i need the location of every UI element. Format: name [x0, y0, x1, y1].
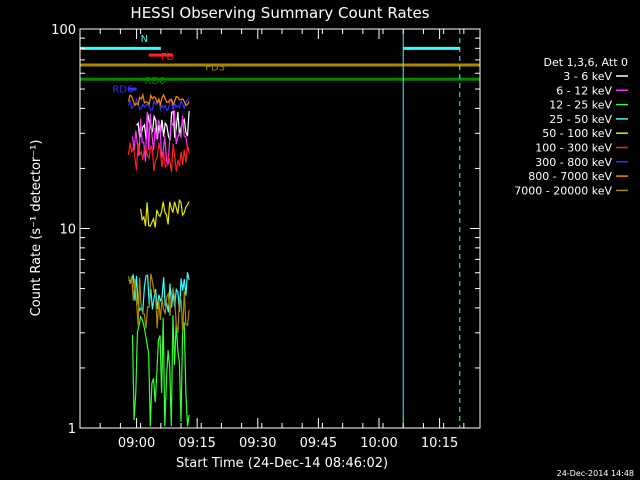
legend-entry-label: 100 - 300 keV — [535, 142, 612, 155]
legend-entry-label: 7000 - 20000 keV — [514, 184, 612, 197]
legend-entry-label: 6 - 12 keV — [556, 84, 612, 97]
legend-entry-label: 25 - 50 keV — [549, 113, 612, 126]
flag-label-rd6: RD6 — [112, 85, 133, 96]
series-line-5 — [140, 198, 190, 228]
x-tick-label: 09:00 — [118, 436, 155, 451]
flag-label-n: N — [141, 34, 148, 45]
series-line-6 — [127, 142, 190, 173]
x-axis-label: Start Time (24-Dec-14 08:46:02) — [176, 456, 388, 471]
footer-timestamp: 24-Dec-2014 14:48 — [557, 469, 634, 478]
y-tick-label: 10 — [59, 223, 76, 238]
legend-entry-label: 800 - 7000 keV — [528, 170, 612, 183]
y-tick-label: 100 — [51, 23, 76, 38]
x-tick-label: 09:45 — [300, 436, 337, 451]
flag-label-fd: FD — [161, 52, 175, 63]
plot-frame — [79, 28, 481, 429]
y-tick-label: 1 — [68, 422, 76, 437]
legend-entry-label: 300 - 800 keV — [535, 156, 612, 169]
plot-area: N FD FD3 RD0 RD6 1 10 100 09:00 09:15 09:30 09:45 10… — [51, 23, 628, 451]
legend-entry-label: 3 - 6 keV — [563, 70, 612, 83]
x-tick-label: 10:15 — [421, 436, 458, 451]
legend-title: Det 1,3,6, Att 0 — [544, 56, 628, 69]
legend-entry-label: 12 - 25 keV — [549, 99, 612, 112]
legend-entry-label: 50 - 100 keV — [542, 127, 612, 140]
series-line-2 — [131, 110, 190, 165]
data-group — [80, 29, 480, 428]
flag-label-fd3: FD3 — [205, 62, 225, 73]
chart-title: HESSI Observing Summary Count Rates — [130, 4, 429, 22]
y-axis-label: Count Rate (s⁻¹ detector⁻¹) — [29, 140, 44, 317]
series-line-8 — [127, 92, 190, 107]
series-line-9 — [127, 273, 190, 333]
series-line-3 — [131, 315, 190, 427]
series-line-1 — [136, 110, 190, 141]
x-tick-label: 09:15 — [178, 436, 215, 451]
x-tick-label: 09:30 — [239, 436, 276, 451]
flag-label-rd0: RD0 — [145, 76, 166, 87]
x-tick-label: 10:00 — [360, 436, 397, 451]
